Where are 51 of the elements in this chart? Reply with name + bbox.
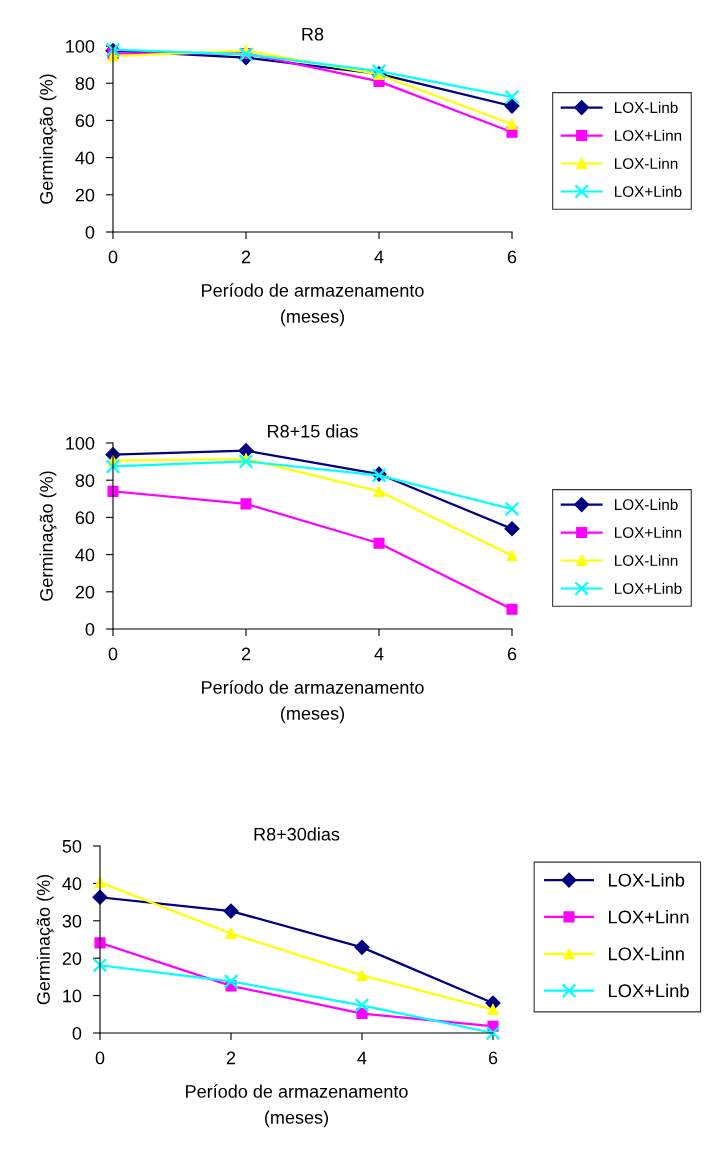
- y-tick-label: 20: [62, 952, 82, 965]
- y-axis-title: Germinação (%): [39, 74, 57, 204]
- x-tick-label: 6: [488, 1051, 498, 1065]
- y-tick-label: 80: [75, 77, 95, 90]
- legend-label: LOX-Linn: [609, 946, 684, 961]
- y-tick-label: 40: [62, 877, 82, 891]
- chart-title: R8+30dias: [254, 827, 340, 841]
- y-tick-label: 60: [75, 511, 95, 525]
- legend-label: LOX-Linn: [615, 157, 678, 170]
- x-axis-title: Período de armazenamento (meses): [186, 1084, 408, 1128]
- y-axis-title: Germinação (%): [39, 471, 57, 601]
- legend-label: LOX-Linn: [615, 554, 678, 567]
- y-tick-label: 0: [85, 622, 95, 636]
- x-tick-label: 0: [95, 1051, 105, 1065]
- x-tick-label: 0: [108, 647, 118, 661]
- chart-title: R8+15 dias: [268, 424, 358, 438]
- x-tick-label: 2: [241, 250, 251, 264]
- x-axis-title: Período de armazenamento (meses): [202, 680, 424, 724]
- y-tick-label: 50: [62, 839, 82, 853]
- legend-label: LOX-Linb: [615, 498, 678, 511]
- legend-label: LOX-Linb: [609, 873, 685, 887]
- y-tick-label: 0: [85, 225, 95, 239]
- y-tick-label: 80: [75, 474, 95, 487]
- x-tick-label: 6: [507, 250, 517, 264]
- legend-label: LOX+Linn: [615, 129, 682, 142]
- y-tick-label: 40: [75, 151, 95, 165]
- y-tick-label: 20: [75, 585, 95, 599]
- legend-label: LOX+Linn: [609, 910, 689, 924]
- y-tick-label: 30: [62, 914, 82, 928]
- chart-title: R8: [302, 27, 324, 41]
- x-tick-label: 6: [507, 647, 517, 661]
- legend-label: LOX+Linb: [609, 983, 689, 998]
- x-tick-label: 4: [357, 1051, 367, 1065]
- y-tick-label: 100: [66, 39, 95, 53]
- x-tick-label: 2: [226, 1051, 236, 1065]
- y-tick-label: 0: [72, 1026, 82, 1040]
- legend-label: LOX+Linb: [615, 582, 682, 594]
- x-tick-label: 4: [374, 250, 384, 264]
- y-tick-label: 40: [75, 548, 95, 562]
- y-tick-label: 100: [66, 436, 95, 450]
- y-tick-label: 60: [75, 114, 95, 128]
- legend-label: LOX+Linn: [615, 526, 682, 539]
- x-tick-label: 4: [374, 647, 384, 661]
- x-tick-label: 0: [108, 250, 118, 264]
- y-tick-label: 10: [63, 989, 82, 1003]
- legend-label: LOX+Linb: [615, 185, 682, 197]
- legend-label: LOX-Linb: [615, 101, 678, 114]
- x-tick-label: 2: [241, 647, 251, 661]
- y-axis-title: Germinação (%): [36, 874, 54, 1005]
- x-axis-title: Período de armazenamento (meses): [202, 283, 424, 327]
- y-tick-label: 20: [75, 188, 95, 202]
